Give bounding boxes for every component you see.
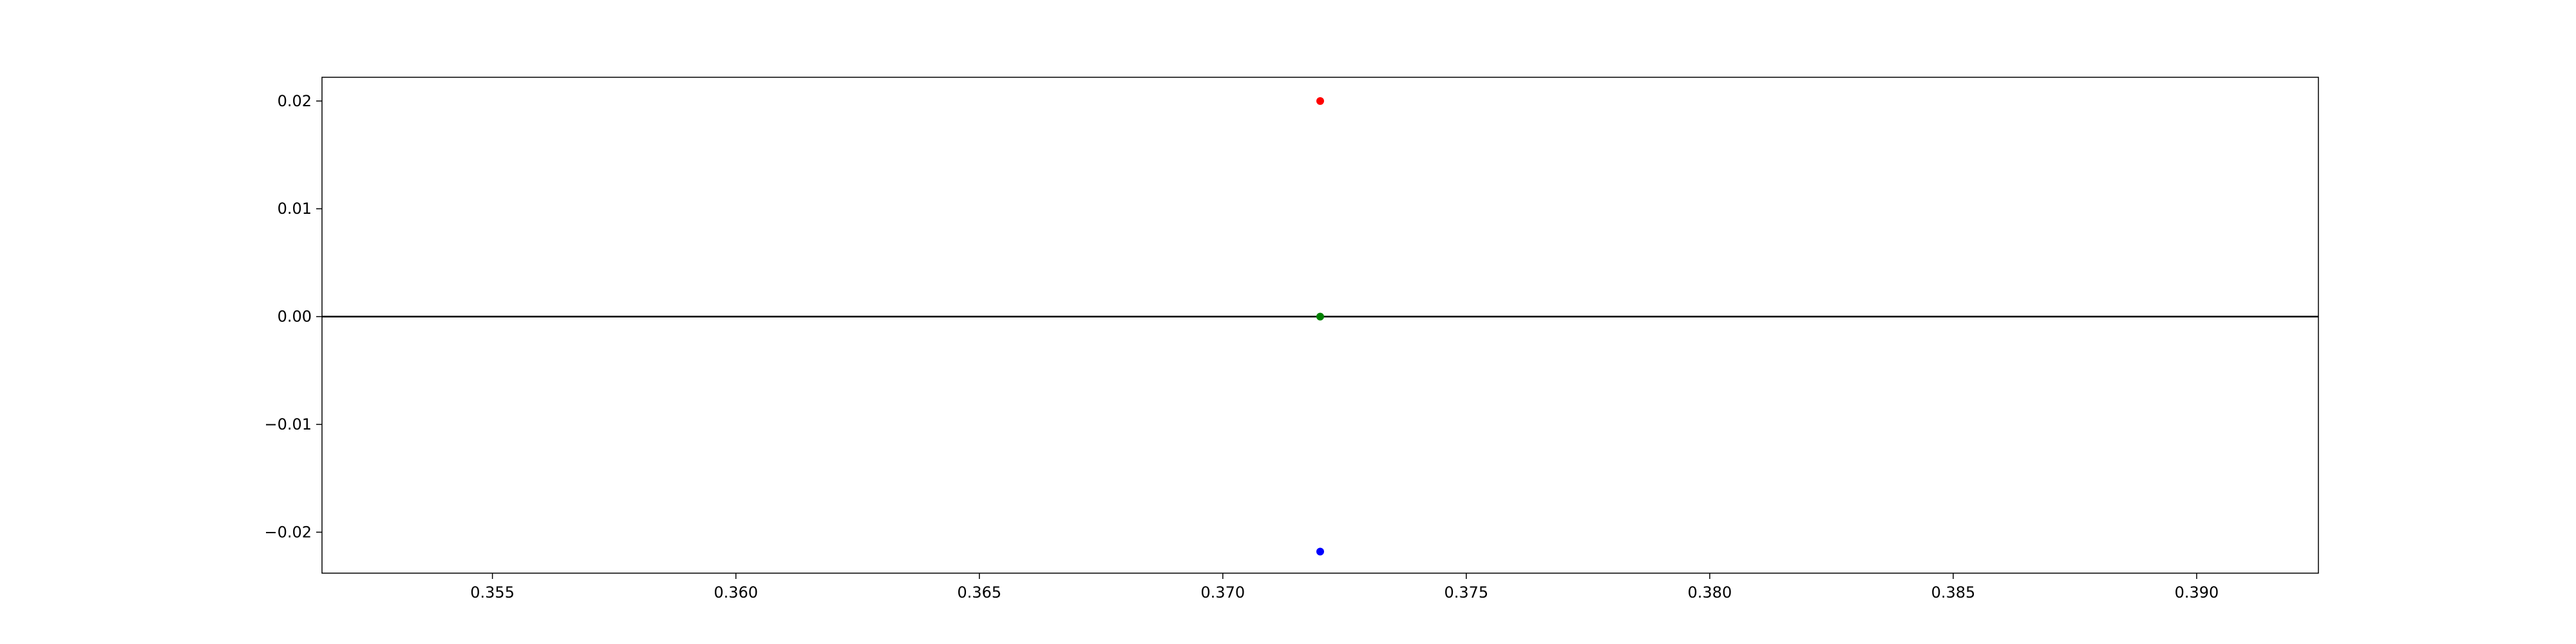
x-tick-label: 0.370 <box>1200 583 1245 601</box>
x-tick-label: 0.380 <box>1688 583 1732 601</box>
x-tick-label: 0.365 <box>957 583 1001 601</box>
x-tick-label: 0.390 <box>2175 583 2219 601</box>
plot-frame <box>321 77 2319 574</box>
y-tick-label: 0.02 <box>278 92 312 110</box>
data-point <box>1316 97 1324 105</box>
x-tick-label: 0.355 <box>470 583 515 601</box>
plot-area: 0.355 0.360 0.365 0.370 0.375 0.380 0.385 0.390… <box>264 92 2318 601</box>
y-tick-label: 0.00 <box>278 308 312 326</box>
data-point <box>1316 547 1324 556</box>
x-tick-label: 0.385 <box>1931 583 1976 601</box>
y-tick-label: −0.02 <box>264 523 312 541</box>
x-tick-label: 0.360 <box>714 583 758 601</box>
y-tick-label: 0.01 <box>278 200 312 218</box>
x-tick-label: 0.375 <box>1444 583 1488 601</box>
data-point <box>1316 312 1324 321</box>
y-tick-label: −0.01 <box>264 415 312 433</box>
